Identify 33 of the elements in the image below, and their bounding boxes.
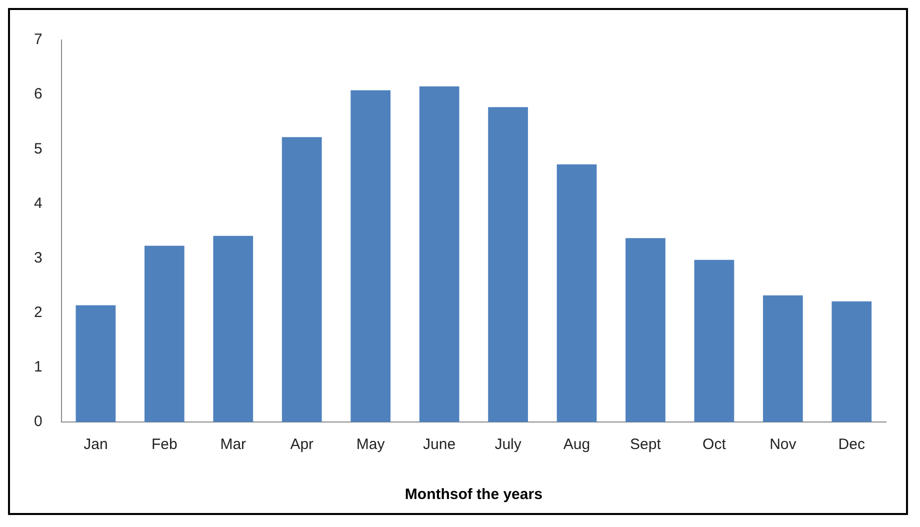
y-tick-label: 1 <box>34 358 42 376</box>
y-tick-label: 5 <box>34 140 42 158</box>
x-tick-label: Mar <box>220 436 246 454</box>
y-tick-label: 6 <box>34 86 42 103</box>
x-tick-label: Dec <box>838 436 866 454</box>
bar <box>76 305 116 422</box>
x-tick-label: Nov <box>770 436 797 454</box>
x-tick-label: Aug <box>563 436 590 454</box>
y-tick-label: 4 <box>34 194 42 212</box>
bar <box>144 246 184 422</box>
y-tick-label: 2 <box>34 304 42 321</box>
bar <box>282 137 322 422</box>
x-tick-label: Feb <box>151 436 178 454</box>
y-tick-label: 0 <box>34 413 42 430</box>
x-axis-title: Monthsof the years <box>404 486 542 504</box>
y-tick-label: 3 <box>34 249 42 266</box>
bar <box>556 164 597 422</box>
bar <box>762 295 803 422</box>
x-tick-label: May <box>356 436 386 454</box>
x-tick-label: Apr <box>290 436 314 454</box>
bar <box>419 86 460 422</box>
bar <box>213 236 254 422</box>
y-tick-label: 7 <box>34 31 42 48</box>
bar <box>350 90 391 422</box>
x-tick-label: Oct <box>702 436 727 454</box>
bar <box>626 238 666 422</box>
bar <box>694 260 734 422</box>
bar <box>832 301 872 422</box>
x-tick-label: Jan <box>84 436 108 454</box>
x-tick-label: June <box>423 436 456 454</box>
x-tick-label: July <box>494 436 522 454</box>
bar <box>488 107 528 422</box>
x-tick-label: Sept <box>630 436 662 454</box>
